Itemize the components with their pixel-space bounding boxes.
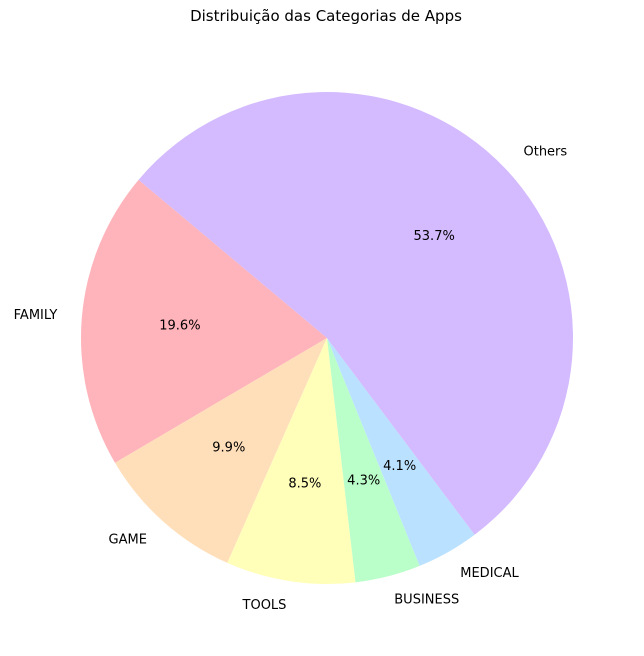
pie-slice-tools [227, 338, 356, 584]
pie-slice-medical [327, 338, 475, 566]
pie-slice-others [138, 92, 573, 535]
slice-label-others: Others [523, 144, 567, 159]
slice-label-tools: TOOLS [242, 598, 287, 613]
slice-percent-others: 53.7% [414, 229, 455, 244]
slice-label-game: GAME [109, 533, 147, 548]
pie-slices [80, 92, 573, 584]
pie-slice-family [80, 179, 327, 463]
slice-label-business: BUSINESS [394, 593, 459, 608]
slice-label-medical: MEDICAL [460, 566, 519, 581]
slice-percent-medical: 4.1% [383, 459, 416, 474]
slice-percent-game: 9.9% [212, 441, 245, 456]
slice-percent-family: 19.6% [159, 318, 200, 333]
pie-slice-business [327, 338, 420, 583]
slice-label-family: FAMILY [14, 308, 58, 323]
slice-percent-tools: 8.5% [288, 476, 321, 491]
chart-title: Distribuição das Categorias de Apps [190, 7, 462, 25]
slice-percent-business: 4.3% [347, 473, 380, 488]
pie-labels: FAMILY 19.6% GAME 9.9% TOOLS 8.5% BUSINESS 4.3%… [14, 144, 568, 613]
pie-slice-game [115, 338, 327, 563]
